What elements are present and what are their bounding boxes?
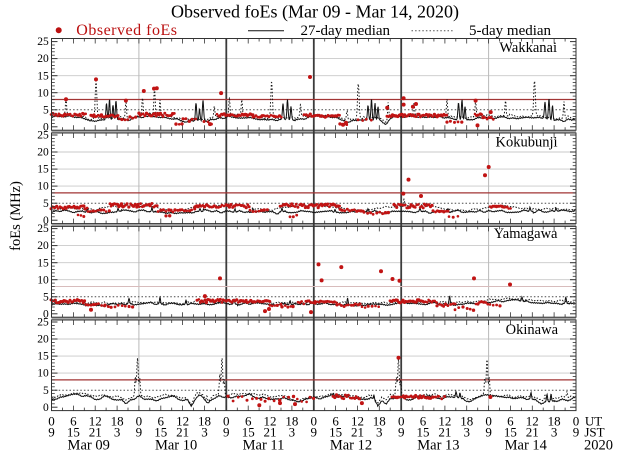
- svg-text:Mar 13: Mar 13: [417, 438, 459, 454]
- svg-text:25: 25: [37, 36, 49, 48]
- svg-text:18: 18: [111, 414, 124, 429]
- svg-text:3: 3: [114, 424, 121, 439]
- svg-text:20: 20: [37, 147, 49, 159]
- svg-text:5: 5: [43, 291, 49, 303]
- svg-text:Mar 14: Mar 14: [505, 438, 548, 454]
- svg-text:15: 15: [37, 351, 49, 363]
- svg-text:JST: JST: [584, 424, 604, 439]
- svg-text:25: 25: [37, 317, 49, 329]
- svg-text:0: 0: [136, 414, 143, 429]
- svg-text:5: 5: [43, 198, 49, 210]
- svg-text:18: 18: [460, 414, 473, 429]
- svg-text:Kokubunji: Kokubunji: [495, 135, 557, 151]
- svg-text:15: 15: [417, 424, 430, 439]
- svg-text:0: 0: [573, 414, 580, 429]
- svg-text:9: 9: [136, 424, 143, 439]
- svg-text:10: 10: [37, 87, 49, 99]
- svg-text:21: 21: [351, 424, 364, 439]
- svg-text:15: 15: [242, 424, 255, 439]
- svg-text:6: 6: [332, 414, 339, 429]
- svg-text:0: 0: [43, 308, 49, 320]
- svg-text:Mar 12: Mar 12: [330, 438, 372, 454]
- svg-text:18: 18: [285, 414, 298, 429]
- svg-text:6: 6: [245, 414, 252, 429]
- svg-text:21: 21: [176, 424, 189, 439]
- svg-text:12: 12: [176, 414, 189, 429]
- svg-text:6: 6: [70, 414, 77, 429]
- svg-text:5: 5: [43, 385, 49, 397]
- svg-text:0: 0: [48, 414, 55, 429]
- svg-text:12: 12: [351, 414, 364, 429]
- svg-text:9: 9: [311, 424, 318, 439]
- svg-text:15: 15: [37, 70, 49, 82]
- svg-text:2020: 2020: [584, 438, 613, 454]
- svg-text:27-day median: 27-day median: [301, 23, 391, 39]
- svg-text:3: 3: [289, 424, 296, 439]
- svg-text:Mar 09: Mar 09: [68, 438, 110, 454]
- svg-text:6: 6: [158, 414, 165, 429]
- svg-text:0: 0: [311, 414, 318, 429]
- svg-text:18: 18: [373, 414, 386, 429]
- svg-text:20: 20: [37, 53, 49, 65]
- svg-text:9: 9: [485, 424, 492, 439]
- svg-text:10: 10: [37, 368, 49, 380]
- svg-text:12: 12: [264, 414, 277, 429]
- svg-text:Observed foEs: Observed foEs: [76, 22, 177, 39]
- svg-text:6: 6: [507, 414, 514, 429]
- svg-text:12: 12: [438, 414, 451, 429]
- svg-text:9: 9: [573, 424, 580, 439]
- svg-text:25: 25: [37, 130, 49, 142]
- svg-text:21: 21: [526, 424, 539, 439]
- svg-text:5-day median: 5-day median: [469, 23, 552, 39]
- svg-text:12: 12: [89, 414, 102, 429]
- svg-text:9: 9: [48, 424, 55, 439]
- svg-text:15: 15: [504, 424, 517, 439]
- svg-text:0: 0: [398, 414, 405, 429]
- svg-text:UT: UT: [585, 414, 602, 429]
- svg-text:0: 0: [43, 121, 49, 133]
- svg-text:0: 0: [43, 215, 49, 227]
- svg-text:21: 21: [89, 424, 102, 439]
- svg-text:15: 15: [154, 424, 167, 439]
- svg-text:10: 10: [37, 274, 49, 286]
- svg-text:18: 18: [198, 414, 211, 429]
- svg-text:0: 0: [223, 414, 230, 429]
- svg-text:foEs (MHz): foEs (MHz): [8, 181, 24, 251]
- svg-text:6: 6: [420, 414, 427, 429]
- svg-text:3: 3: [551, 424, 558, 439]
- svg-text:15: 15: [67, 424, 80, 439]
- svg-text:3: 3: [376, 424, 383, 439]
- svg-text:21: 21: [264, 424, 277, 439]
- svg-text:10: 10: [37, 181, 49, 193]
- svg-text:9: 9: [223, 424, 230, 439]
- svg-text:Observed foEs (Mar 09 - Mar 14: Observed foEs (Mar 09 - Mar 14, 2020): [171, 2, 459, 23]
- svg-text:15: 15: [37, 257, 49, 269]
- svg-text:3: 3: [463, 424, 470, 439]
- svg-text:12: 12: [526, 414, 539, 429]
- svg-text:Wakkanai: Wakkanai: [499, 40, 557, 56]
- svg-text:Yamagawa: Yamagawa: [494, 226, 558, 242]
- svg-text:5: 5: [43, 104, 49, 116]
- svg-text:0: 0: [485, 414, 492, 429]
- svg-text:Okinawa: Okinawa: [506, 322, 559, 338]
- svg-text:15: 15: [37, 164, 49, 176]
- svg-text:9: 9: [398, 424, 405, 439]
- svg-text:21: 21: [438, 424, 451, 439]
- svg-text:Mar 10: Mar 10: [155, 438, 197, 454]
- svg-text:25: 25: [37, 223, 49, 235]
- svg-text:18: 18: [548, 414, 561, 429]
- svg-text:0: 0: [43, 402, 49, 414]
- svg-text:Mar 11: Mar 11: [243, 438, 285, 454]
- svg-text:20: 20: [37, 334, 49, 346]
- svg-text:15: 15: [329, 424, 342, 439]
- svg-text:20: 20: [37, 240, 49, 252]
- svg-text:3: 3: [201, 424, 208, 439]
